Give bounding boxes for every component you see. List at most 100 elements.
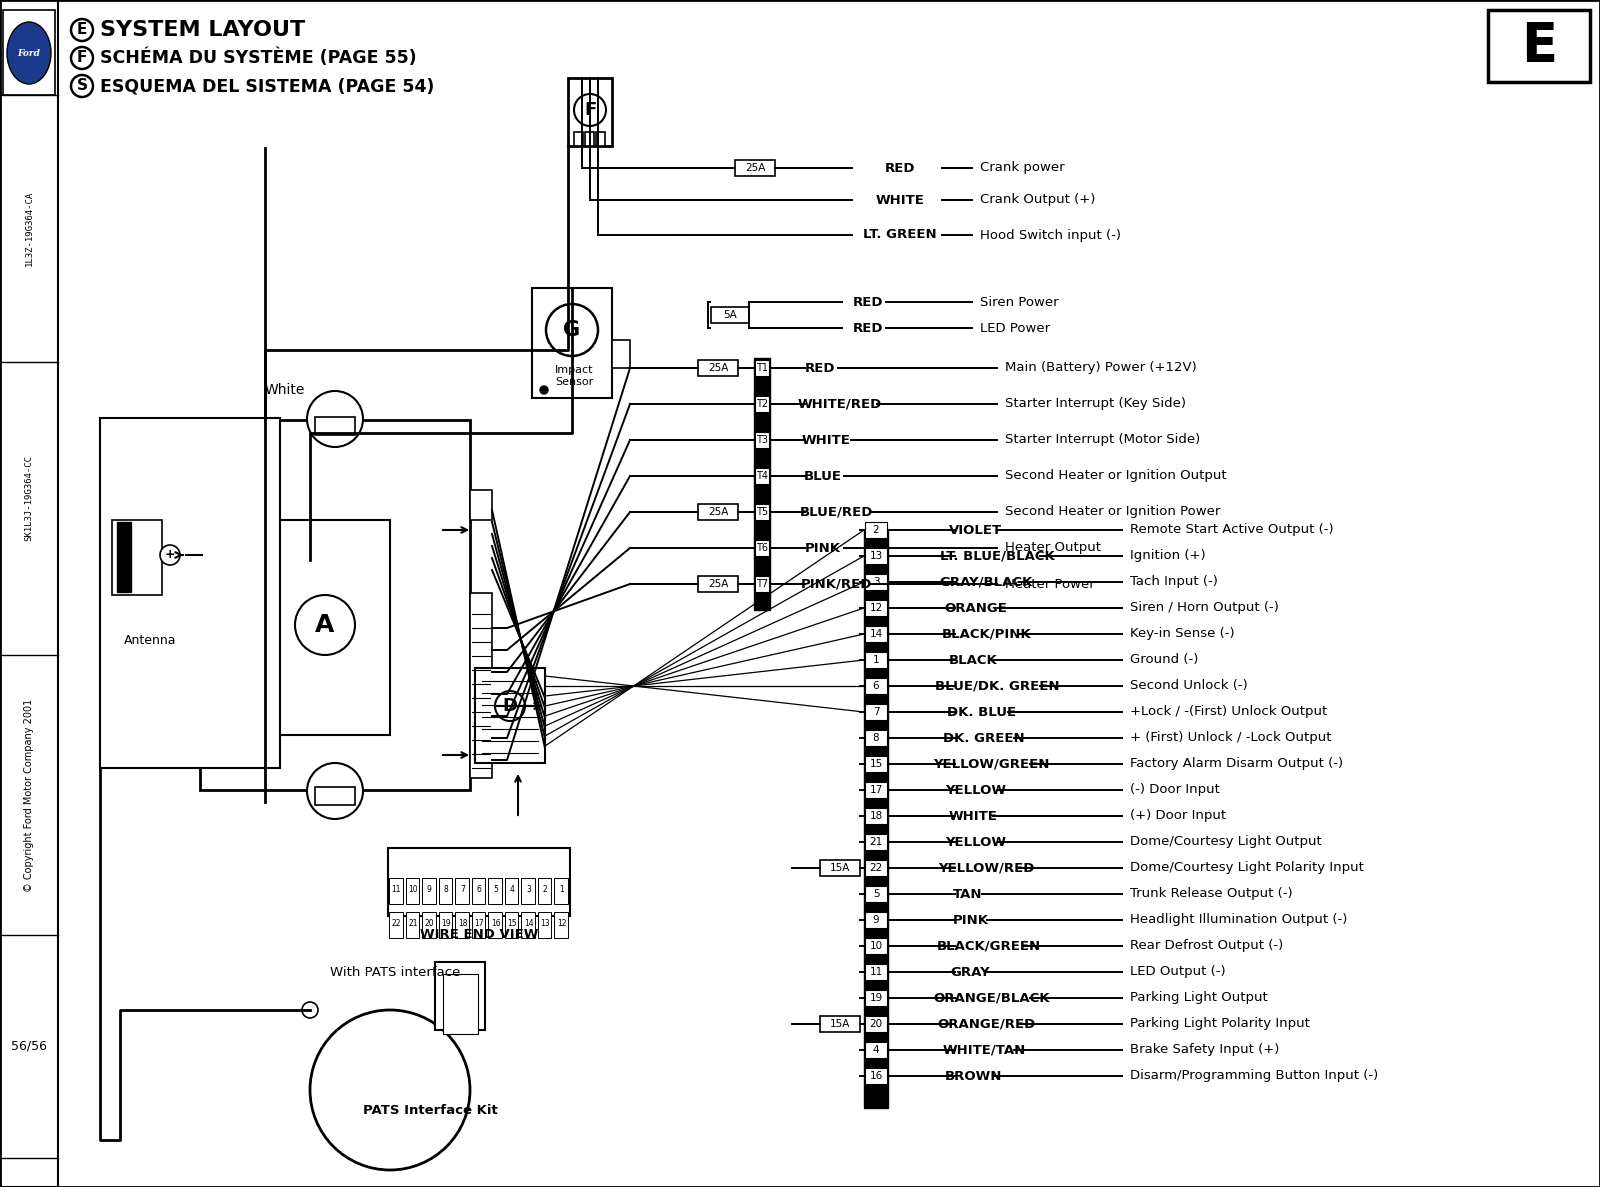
- Bar: [755, 504, 770, 520]
- Text: 20: 20: [424, 920, 434, 928]
- Bar: [422, 912, 435, 938]
- Text: YELLOW/GREEN: YELLOW/GREEN: [934, 757, 1050, 770]
- Text: A: A: [315, 612, 334, 637]
- Bar: [866, 990, 886, 1007]
- Text: E: E: [1522, 20, 1557, 72]
- Circle shape: [70, 75, 93, 97]
- Text: 15A: 15A: [830, 1018, 850, 1029]
- Text: 19: 19: [869, 994, 883, 1003]
- Bar: [866, 575, 886, 590]
- Text: 13: 13: [869, 551, 883, 561]
- Text: Second Unlock (-): Second Unlock (-): [1130, 679, 1248, 692]
- Text: LED Output (-): LED Output (-): [1130, 965, 1226, 978]
- Text: Antenna: Antenna: [123, 634, 176, 647]
- Text: 11: 11: [392, 886, 402, 895]
- Text: LT. GREEN: LT. GREEN: [862, 229, 938, 241]
- Bar: [866, 756, 886, 772]
- Text: White: White: [266, 383, 306, 396]
- Text: 13: 13: [541, 920, 550, 928]
- Text: Second Heater or Ignition Output: Second Heater or Ignition Output: [1005, 470, 1227, 482]
- Text: 19: 19: [442, 920, 451, 928]
- Text: Siren Power: Siren Power: [979, 296, 1059, 309]
- Bar: [755, 396, 770, 412]
- Text: SCHÉMA DU SYSTÈME (PAGE 55): SCHÉMA DU SYSTÈME (PAGE 55): [99, 49, 416, 68]
- Bar: [866, 834, 886, 850]
- Bar: [387, 848, 570, 916]
- Bar: [866, 548, 886, 564]
- Text: T5: T5: [755, 507, 768, 518]
- Text: Trunk Release Output (-): Trunk Release Output (-): [1130, 888, 1293, 901]
- Bar: [866, 599, 886, 616]
- Bar: [117, 522, 131, 592]
- Text: 4: 4: [872, 1045, 880, 1055]
- Text: 25A: 25A: [707, 507, 728, 518]
- Bar: [586, 132, 594, 146]
- Text: SK1L3J-19G364-CC: SK1L3J-19G364-CC: [24, 455, 34, 541]
- Text: E: E: [77, 23, 86, 38]
- Bar: [734, 160, 774, 176]
- Text: 21: 21: [408, 920, 418, 928]
- Text: Starter Interrupt (Motor Side): Starter Interrupt (Motor Side): [1005, 433, 1200, 446]
- Bar: [755, 432, 770, 447]
- Bar: [389, 912, 403, 938]
- Text: Ground (-): Ground (-): [1130, 654, 1198, 666]
- Text: WHITE/TAN: WHITE/TAN: [942, 1043, 1026, 1056]
- Text: T2: T2: [755, 399, 768, 410]
- Text: Impact
Sensor: Impact Sensor: [555, 364, 594, 387]
- Text: Disarm/Programming Button Input (-): Disarm/Programming Button Input (-): [1130, 1069, 1378, 1083]
- Bar: [611, 339, 630, 368]
- Circle shape: [307, 391, 363, 447]
- Text: 16: 16: [491, 920, 501, 928]
- Bar: [568, 78, 611, 146]
- Text: 15: 15: [869, 758, 883, 769]
- Text: 12: 12: [557, 920, 566, 928]
- Bar: [866, 861, 886, 876]
- Bar: [755, 576, 770, 592]
- Text: 21: 21: [869, 837, 883, 848]
- Text: Ignition (+): Ignition (+): [1130, 550, 1206, 563]
- Bar: [866, 782, 886, 798]
- Text: VIOLET: VIOLET: [949, 523, 1003, 537]
- Text: YELLOW: YELLOW: [946, 783, 1006, 796]
- Bar: [443, 975, 478, 1034]
- Text: 8: 8: [872, 734, 880, 743]
- Text: 6: 6: [477, 886, 482, 895]
- Bar: [866, 938, 886, 954]
- Text: 12: 12: [869, 603, 883, 612]
- Text: 25A: 25A: [707, 579, 728, 589]
- Bar: [405, 912, 419, 938]
- Bar: [3, 9, 54, 95]
- Text: 17: 17: [869, 785, 883, 795]
- Text: (-) Door Input: (-) Door Input: [1130, 783, 1219, 796]
- Text: 9: 9: [427, 886, 432, 895]
- Bar: [470, 594, 493, 777]
- Bar: [435, 961, 485, 1030]
- Text: ORANGE/RED: ORANGE/RED: [938, 1017, 1035, 1030]
- Text: 1: 1: [872, 655, 880, 665]
- Text: 2: 2: [542, 886, 547, 895]
- Bar: [866, 886, 886, 902]
- Text: T3: T3: [757, 434, 768, 445]
- Bar: [112, 520, 162, 595]
- Text: Ford: Ford: [18, 49, 40, 57]
- Bar: [866, 912, 886, 928]
- Bar: [866, 704, 886, 721]
- Text: Dome/Courtesy Light Output: Dome/Courtesy Light Output: [1130, 836, 1322, 849]
- Text: RED: RED: [805, 362, 835, 375]
- Text: BLACK/PINK: BLACK/PINK: [942, 628, 1032, 641]
- Text: DK. GREEN: DK. GREEN: [942, 731, 1024, 744]
- Text: ORANGE: ORANGE: [944, 602, 1008, 615]
- Text: Factory Alarm Disarm Output (-): Factory Alarm Disarm Output (-): [1130, 757, 1342, 770]
- Bar: [475, 668, 546, 763]
- Bar: [99, 418, 280, 768]
- Bar: [555, 912, 568, 938]
- Text: With PATS interface: With PATS interface: [330, 965, 461, 978]
- Text: 56/56: 56/56: [11, 1040, 46, 1053]
- Bar: [698, 504, 738, 520]
- Bar: [755, 468, 770, 484]
- Bar: [315, 787, 355, 805]
- Text: 1: 1: [560, 886, 565, 895]
- Text: SYSTEM LAYOUT: SYSTEM LAYOUT: [99, 20, 306, 40]
- Text: 8: 8: [443, 886, 448, 895]
- Bar: [866, 652, 886, 668]
